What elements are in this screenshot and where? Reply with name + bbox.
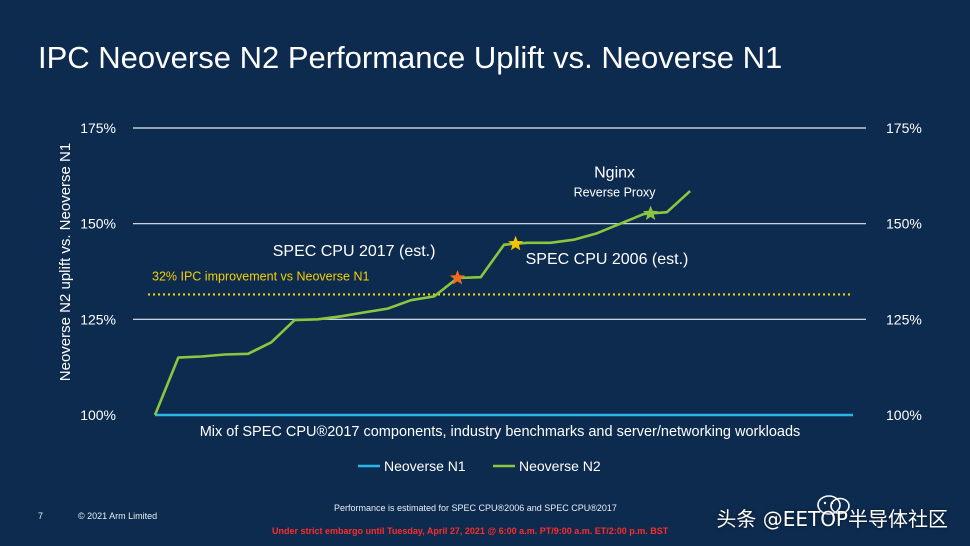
performance-note: Performance is estimated for SPEC CPU®20… <box>334 503 617 513</box>
legend: Neoverse N1 Neoverse N2 <box>358 458 601 474</box>
legend-label: Neoverse N1 <box>384 458 466 474</box>
grid-lines <box>133 127 866 320</box>
y-axis-right: 100% 125% 150% 175% <box>886 120 922 423</box>
star-marker-icon <box>643 205 659 220</box>
legend-label: Neoverse N2 <box>519 458 601 474</box>
y-tick-label: 150% <box>80 216 116 232</box>
y-tick-label: 175% <box>80 120 116 136</box>
reference-line-group: 32% IPC improvement vs Neoverse N1 <box>148 269 852 296</box>
copyright: © 2021 Arm Limited <box>78 511 158 521</box>
annotation-label: SPEC CPU 2017 (est.) <box>273 243 436 260</box>
embargo-notice: Under strict embargo until Tuesday, Apri… <box>272 526 669 536</box>
y-tick-label-right: 125% <box>886 311 922 327</box>
annotation-sublabel: Reverse Proxy <box>574 186 657 200</box>
y-tick-label: 100% <box>80 407 116 423</box>
y-tick-label: 125% <box>80 311 116 327</box>
watermark-text: 头条 @EETOP半导体社区 <box>716 507 948 531</box>
star-marker-icon <box>508 235 524 251</box>
y-tick-label-right: 175% <box>886 120 922 136</box>
series-line-neoverse-n2 <box>153 190 691 416</box>
y-axis-left: 100% 125% 150% 175% <box>80 120 116 423</box>
watermark-logo-icon <box>817 495 850 515</box>
y-tick-label-right: 100% <box>886 407 922 423</box>
page-number: 7 <box>38 511 44 521</box>
x-axis-label: Mix of SPEC CPU®2017 components, industr… <box>200 424 801 440</box>
annotation-label: Nginx <box>594 165 635 182</box>
reference-line-label: 32% IPC improvement vs Neoverse N1 <box>152 269 369 283</box>
slide-title: IPC Neoverse N2 Performance Uplift vs. N… <box>38 40 783 75</box>
annotations: SPEC CPU 2017 (est.) SPEC CPU 2006 (est.)… <box>273 165 689 285</box>
star-marker-icon <box>449 270 466 285</box>
annotation-label: SPEC CPU 2006 (est.) <box>526 251 689 268</box>
y-tick-label-right: 150% <box>886 216 922 232</box>
y-axis-label: Neoverse N2 uplift vs. Neoverse N1 <box>57 143 74 381</box>
series-lines <box>153 190 853 417</box>
